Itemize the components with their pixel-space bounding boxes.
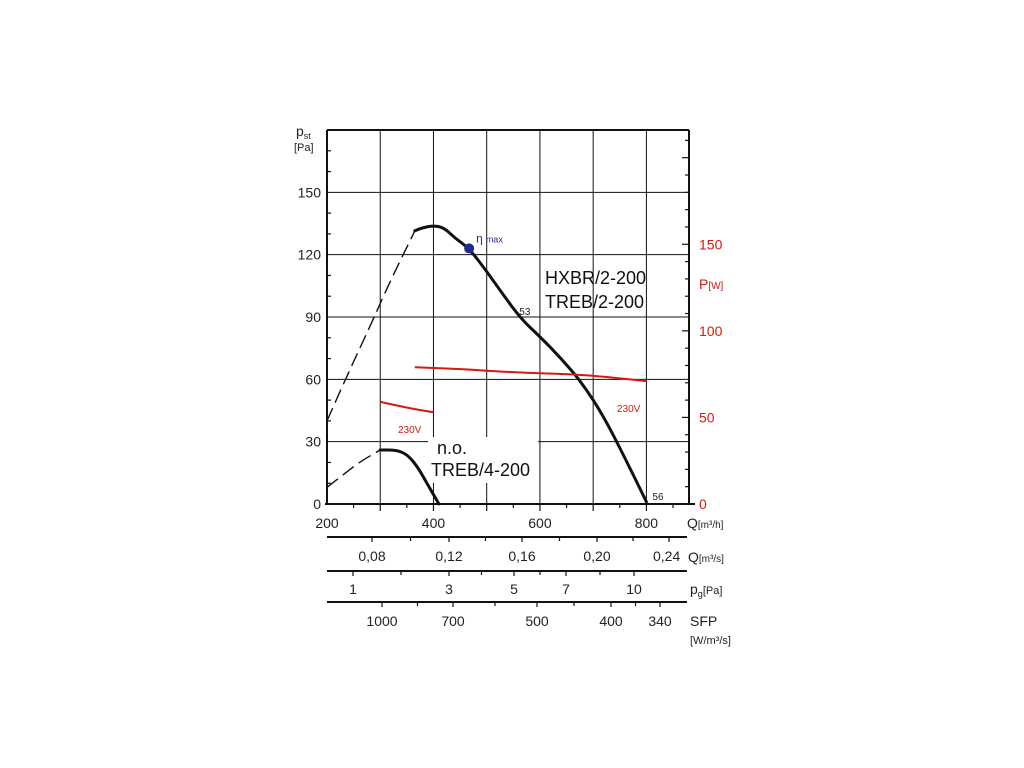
scale-label-sfp: 1000 [366, 613, 397, 629]
scale-label-pg: 1 [349, 581, 357, 597]
sfp-unit: [W/m³/s] [690, 635, 731, 647]
efficiency-label-53: 53 [519, 307, 531, 318]
pressure-curve-0 [413, 224, 648, 504]
left-tick-label: 120 [298, 247, 322, 263]
scale-label-pg: 5 [510, 581, 518, 597]
q-m3s-title: Q[m³/s] [688, 549, 724, 565]
pressure-curve-2 [378, 448, 441, 506]
scale-label-q_m3s: 0,12 [435, 548, 462, 564]
right-tick-label: 0 [699, 496, 707, 512]
scale-label-q_m3s: 0,24 [653, 548, 680, 564]
scale-label-pg: 7 [562, 581, 570, 597]
left-axis-unit: [Pa] [294, 142, 314, 154]
right-tick-label: 50 [699, 409, 715, 425]
x-tick-label: 600 [528, 515, 552, 531]
pg-title: pg[Pa] [690, 581, 722, 599]
axes [325, 129, 695, 607]
right-axis-title: P[W] [699, 276, 724, 292]
scale-label-q_m3s: 0,20 [583, 548, 610, 564]
efficiency-label-56: 56 [652, 492, 664, 503]
scale-label-sfp: 700 [441, 613, 465, 629]
model-label-treb2: TREB/2-200 [545, 292, 644, 312]
voltage-label-upper: 230V [617, 404, 641, 415]
left-tick-label: 90 [305, 309, 321, 325]
right-tick-label: 100 [699, 323, 723, 339]
model-label-background [428, 437, 538, 483]
annotations: η max 53 56 230V 230V HXBR/2-200 TREB/2-200 n.o.… [398, 231, 664, 502]
sfp-title: SFP [690, 613, 717, 629]
power-curve-4 [414, 366, 647, 383]
scale-label-sfp: 400 [599, 613, 623, 629]
scale-label-pg: 3 [445, 581, 453, 597]
x-tick-label: 400 [422, 515, 446, 531]
x-axis-title: Q[m³/h] [687, 515, 724, 531]
x-tick-label: 800 [635, 515, 659, 531]
left-tick-label: 0 [313, 496, 321, 512]
model-label-hxbr: HXBR/2-200 [545, 268, 646, 288]
scale-label-sfp: 340 [648, 613, 672, 629]
eta-max-label: η max [476, 231, 503, 245]
left-tick-label: 60 [305, 371, 321, 387]
dashed-extension-curve-1 [326, 230, 416, 422]
model-label-no: n.o. [437, 438, 467, 458]
scale-label-sfp: 500 [525, 613, 549, 629]
x-tick-label: 200 [315, 515, 339, 531]
scale-label-q_m3s: 0,16 [508, 548, 535, 564]
grid-lines [327, 130, 689, 504]
model-label-treb4: TREB/4-200 [431, 460, 530, 480]
series-lines [326, 224, 648, 506]
left-tick-label: 150 [298, 184, 322, 200]
scale-label-pg: 10 [626, 581, 642, 597]
left-axis-title: pst [296, 123, 311, 141]
power-curve-5 [379, 400, 434, 414]
voltage-label-lower: 230V [398, 425, 422, 436]
right-tick-label: 150 [699, 236, 723, 252]
dashed-extension-curve-3 [326, 449, 381, 488]
eta-max-point [464, 243, 475, 254]
left-tick-label: 30 [305, 434, 321, 450]
scale-label-q_m3s: 0,08 [358, 548, 385, 564]
